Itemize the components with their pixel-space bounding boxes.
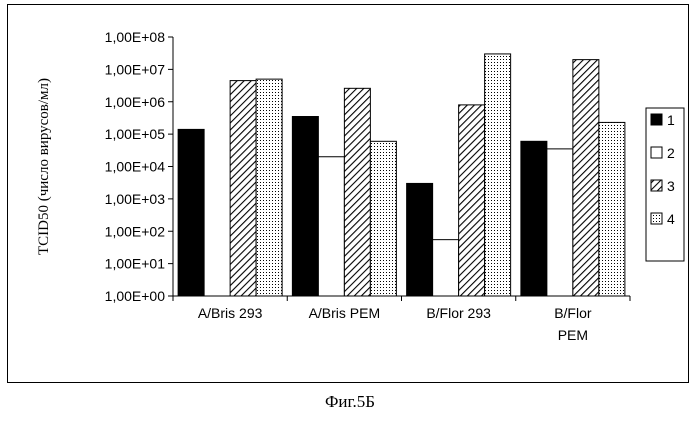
x-tick-label: PEM bbox=[558, 327, 588, 343]
legend-label: 4 bbox=[667, 211, 675, 227]
x-tick-label: B/Flor bbox=[554, 305, 592, 321]
legend-swatch bbox=[651, 213, 662, 224]
chart-frame: 1,00E+00 1,00E+01 1,00E+02 1,00E+03 1,00E+04… bbox=[7, 4, 689, 383]
y-tick-label: 1,00E+05 bbox=[105, 126, 166, 142]
bar-series-1 bbox=[407, 183, 433, 296]
bar-series-4 bbox=[370, 141, 396, 296]
y-tick-label: 1,00E+08 bbox=[105, 29, 166, 45]
legend-swatch bbox=[651, 180, 662, 191]
bar-series-4 bbox=[599, 122, 625, 296]
bar-series-3 bbox=[459, 105, 485, 296]
legend-swatch bbox=[651, 147, 662, 158]
legend-label: 1 bbox=[667, 112, 675, 128]
bar-series-1 bbox=[178, 129, 204, 296]
bar-chart: 1,00E+00 1,00E+01 1,00E+02 1,00E+03 1,00E+04… bbox=[8, 5, 690, 384]
bar-series-2 bbox=[547, 149, 573, 296]
y-tick-label: 1,00E+01 bbox=[105, 256, 166, 272]
y-tick-label: 1,00E+03 bbox=[105, 191, 166, 207]
bar-series-4 bbox=[256, 79, 282, 296]
y-tick-label: 1,00E+02 bbox=[105, 223, 166, 239]
legend-label: 2 bbox=[667, 145, 675, 161]
figure-caption: Фиг.5Б bbox=[0, 392, 700, 412]
y-tick-label: 1,00E+06 bbox=[105, 94, 166, 110]
bar-series-3 bbox=[230, 81, 256, 296]
y-tick-label: 1,00E+04 bbox=[105, 159, 166, 175]
bar-series-1 bbox=[292, 117, 318, 296]
bar-series-2 bbox=[433, 240, 459, 296]
bar-series-3 bbox=[573, 60, 599, 296]
y-tick-label: 1,00E+00 bbox=[105, 288, 166, 304]
x-tick-label: A/Bris 293 bbox=[198, 305, 263, 321]
y-axis-label: TCID50 (число вирусов/мл) bbox=[36, 78, 52, 255]
bar-series-4 bbox=[485, 54, 511, 296]
legend: 1 2 3 4 bbox=[646, 108, 684, 261]
bar-series-2 bbox=[318, 157, 344, 296]
y-tick-label: 1,00E+07 bbox=[105, 61, 166, 77]
bar-series-1 bbox=[521, 141, 547, 296]
bars bbox=[178, 54, 625, 296]
x-tick-label: B/Flor 293 bbox=[426, 305, 491, 321]
x-tick-label: A/Bris PEM bbox=[309, 305, 381, 321]
legend-label: 3 bbox=[667, 178, 675, 194]
legend-swatch bbox=[651, 114, 662, 125]
bar-series-3 bbox=[344, 88, 370, 296]
